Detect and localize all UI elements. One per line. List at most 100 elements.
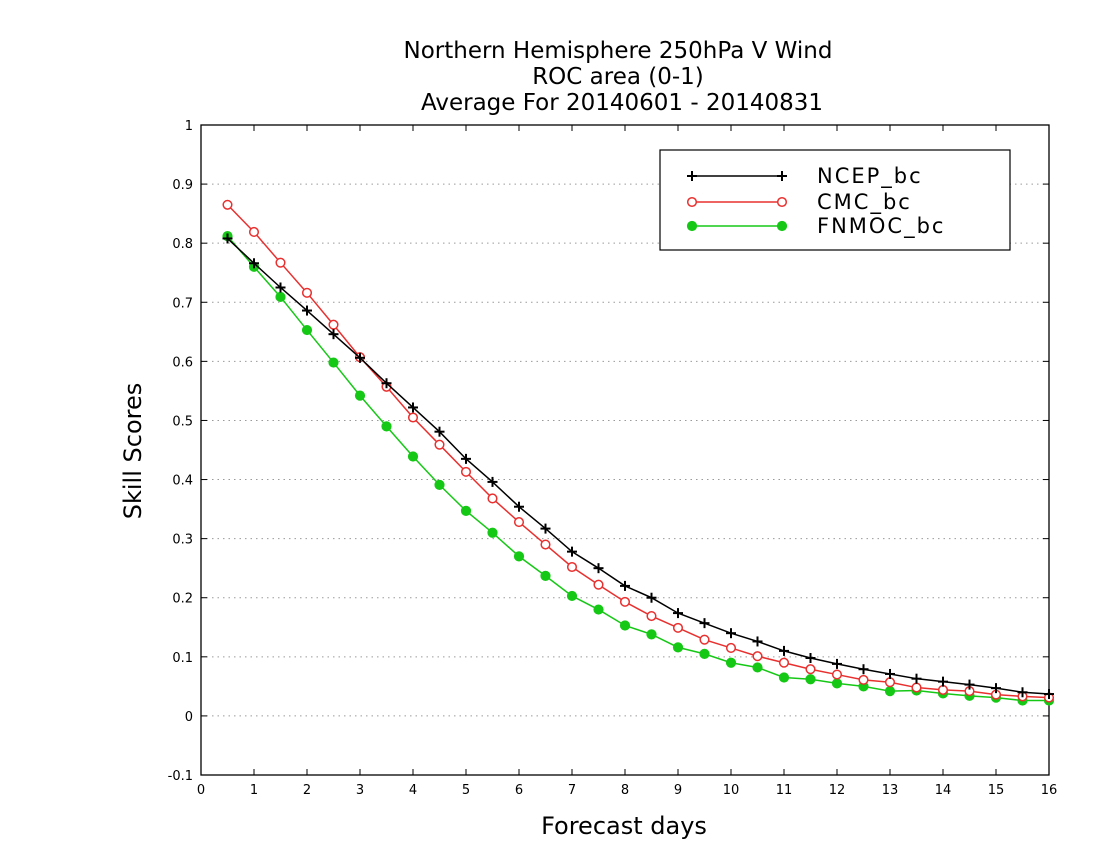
legend-marker	[686, 220, 698, 232]
series-line-ncep-bc	[226, 237, 1050, 695]
axis-ticks: -0.100.10.20.30.40.50.60.70.80.910 1 2 3 4 5 6…	[168, 119, 1058, 798]
data-point-cmc-bc	[805, 664, 816, 675]
chart-subtitle-line-2: Average For 20140601 - 20140831	[421, 90, 823, 116]
data-point-cmc-bc	[593, 579, 604, 590]
y-tick-label: 0.2	[172, 592, 193, 607]
data-point-cmc-bc	[301, 287, 313, 298]
legend-marker	[776, 220, 788, 232]
x-axis-label: Forecast days	[541, 812, 707, 840]
x-tick-label: 8	[621, 783, 629, 798]
data-point-cmc-bc	[248, 226, 260, 238]
data-point-ncep-bc	[779, 645, 789, 656]
data-point-ncep-bc	[461, 453, 471, 464]
data-point-ncep-bc	[885, 668, 895, 679]
chart-title: Northern Hemisphere 250hPa V Wind	[404, 38, 833, 64]
data-point-cmc-bc	[275, 257, 286, 268]
data-point-ncep-bc	[1044, 689, 1054, 700]
data-point-cmc-bc	[328, 319, 339, 330]
y-tick-label: 0.8	[172, 237, 193, 252]
data-point-fnmoc-bc	[725, 657, 737, 668]
data-point-fnmoc-bc	[805, 674, 816, 685]
data-point-ncep-bc	[434, 426, 445, 437]
data-point-ncep-bc	[938, 676, 948, 687]
data-point-ncep-bc	[752, 636, 763, 647]
data-point-fnmoc-bc	[699, 648, 710, 659]
data-point-ncep-bc	[832, 658, 842, 669]
data-point-ncep-bc	[275, 282, 286, 293]
data-point-cmc-bc	[434, 439, 445, 450]
data-point-cmc-bc	[752, 651, 763, 662]
x-tick-label: 1	[250, 783, 258, 798]
data-point-fnmoc-bc	[460, 505, 472, 516]
legend-marker	[687, 171, 697, 181]
data-point-ncep-bc	[514, 501, 524, 512]
y-tick-label: 1	[185, 119, 193, 134]
x-tick-label: 10	[723, 783, 740, 798]
data-point-fnmoc-bc	[566, 590, 578, 602]
data-point-cmc-bc	[513, 517, 525, 528]
data-point-cmc-bc	[566, 561, 578, 573]
data-point-cmc-bc	[619, 596, 631, 607]
data-point-cmc-bc	[884, 677, 896, 688]
data-point-ncep-bc	[302, 305, 312, 316]
data-point-cmc-bc	[540, 539, 551, 550]
data-point-ncep-bc	[593, 563, 604, 574]
data-point-fnmoc-bc	[540, 570, 551, 581]
data-point-fnmoc-bc	[884, 685, 896, 697]
data-point-cmc-bc	[407, 412, 419, 423]
data-point-fnmoc-bc	[434, 479, 445, 490]
data-point-cmc-bc	[911, 682, 922, 693]
legend-marker	[777, 171, 787, 181]
data-point-fnmoc-bc	[778, 672, 790, 683]
data-point-ncep-bc	[805, 653, 816, 663]
data-point-fnmoc-bc	[354, 390, 366, 401]
data-point-cmc-bc	[222, 199, 233, 210]
y-axis-label: Skill Scores	[119, 383, 147, 520]
legend-label: FNMOC_bc	[817, 214, 945, 239]
legend-marker	[776, 196, 788, 208]
y-tick-label: 0.7	[172, 296, 193, 311]
data-point-cmc-bc	[646, 610, 657, 622]
data-point-fnmoc-bc	[275, 291, 286, 303]
data-point-ncep-bc	[911, 673, 922, 684]
data-point-ncep-bc	[646, 592, 657, 603]
x-tick-label: 4	[409, 783, 417, 798]
data-point-fnmoc-bc	[513, 551, 525, 562]
data-point-cmc-bc	[487, 493, 498, 504]
data-point-ncep-bc	[964, 679, 975, 690]
x-tick-label: 3	[356, 783, 364, 798]
x-tick-label: 12	[829, 783, 846, 798]
data-point-cmc-bc	[725, 642, 737, 654]
data-point-ncep-bc	[355, 352, 365, 363]
data-point-ncep-bc	[699, 618, 710, 629]
data-point-fnmoc-bc	[381, 421, 392, 432]
x-tick-label: 5	[462, 783, 470, 798]
data-point-fnmoc-bc	[752, 662, 763, 673]
data-point-ncep-bc	[540, 523, 551, 534]
series-layer	[222, 199, 1055, 706]
legend-label: NCEP_bc	[817, 164, 923, 189]
legend-item-ncep-bc: NCEP_bc	[687, 164, 923, 189]
data-point-fnmoc-bc	[831, 678, 843, 689]
data-point-cmc-bc	[672, 622, 684, 633]
gridlines	[201, 183, 1049, 717]
legend-marker	[686, 196, 698, 208]
data-point-ncep-bc	[1017, 687, 1028, 698]
data-point-ncep-bc	[858, 664, 869, 675]
legend-label: CMC_bc	[817, 190, 912, 215]
data-point-ncep-bc	[620, 580, 630, 591]
x-tick-label: 2	[303, 783, 311, 798]
y-tick-label: 0.9	[172, 178, 193, 193]
data-point-ncep-bc	[381, 378, 392, 389]
legend-item-fnmoc-bc: FNMOC_bc	[686, 214, 945, 239]
legend-item-cmc-bc: CMC_bc	[686, 190, 912, 215]
y-tick-label: -0.1	[168, 769, 193, 784]
data-point-cmc-bc	[831, 669, 843, 680]
data-point-ncep-bc	[991, 683, 1001, 694]
x-tick-label: 14	[935, 783, 952, 798]
x-tick-label: 15	[988, 783, 1005, 798]
legend-box	[659, 149, 1011, 251]
y-tick-label: 0	[185, 710, 193, 725]
y-tick-label: 0.4	[172, 474, 193, 489]
